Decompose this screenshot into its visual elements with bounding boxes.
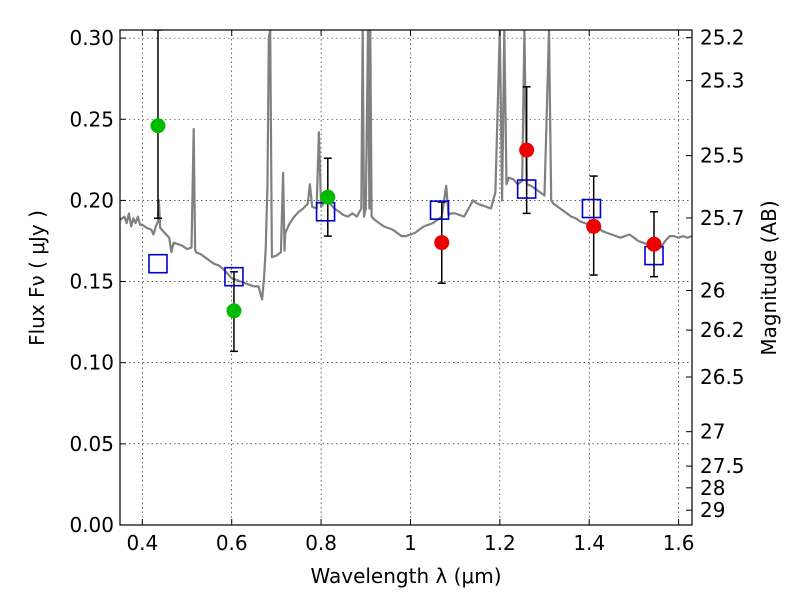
y2-axis-label: Magnitude (AB) <box>757 200 781 355</box>
model-photometry-square <box>581 198 602 219</box>
observed-point <box>586 218 602 234</box>
y2-tick-label: 26.5 <box>700 365 745 389</box>
y2-tick-label: 28 <box>700 476 725 500</box>
observed-point <box>320 189 336 205</box>
y-tick-label: 0.05 <box>69 432 114 456</box>
y2-tick-label: 29 <box>700 498 725 522</box>
y-tick-label: 0.25 <box>69 107 114 131</box>
ticks-layer: 0.4 0.6 0.8 1 1.2 1.4 1.6 0.00 0.05 0.10 0.15 0.20 0… <box>69 26 744 555</box>
y-tick-label: 0.30 <box>69 26 114 50</box>
y2-tick-label: 27.5 <box>700 454 745 478</box>
observed-point <box>434 235 450 251</box>
y-tick-label: 0.20 <box>69 188 114 212</box>
y-tick-label: 0.00 <box>69 513 114 537</box>
x-tick-label: 1.4 <box>573 531 605 555</box>
observed-point <box>226 303 242 319</box>
y2-tick-label: 25.2 <box>700 26 745 50</box>
y-tick-label: 0.10 <box>69 351 114 375</box>
model-photometry-square <box>429 200 450 220</box>
x-tick-label: 1.6 <box>663 531 695 555</box>
x-tick-label: 0.4 <box>126 531 158 555</box>
x-tick-label: 0.6 <box>216 531 248 555</box>
y2-tick-label: 27 <box>700 420 725 444</box>
model-photometry-square <box>516 179 537 199</box>
y-tick-label: 0.15 <box>69 270 114 294</box>
observed-point <box>519 142 535 158</box>
y-axis-label: Flux Fν ( μJy ) <box>25 210 49 346</box>
y2-tick-label: 25.3 <box>700 69 745 93</box>
marker-layer <box>148 118 664 319</box>
model-photometry-square <box>148 253 168 274</box>
y2-tick-label: 26 <box>700 278 725 302</box>
y2-tick-label: 25.7 <box>700 206 745 230</box>
x-tick-label: 1 <box>404 531 417 555</box>
x-tick-label: 1.2 <box>484 531 516 555</box>
model-photometry-square <box>224 266 244 287</box>
observed-point <box>646 236 662 252</box>
y2-tick-label: 26.2 <box>700 318 745 342</box>
spectrum-layer <box>120 30 692 301</box>
model-spectrum-line <box>120 30 692 301</box>
plot-background <box>120 30 692 525</box>
plot-frame <box>119 29 693 526</box>
x-axis-label: Wavelength λ (μm) <box>310 564 501 588</box>
x-tick-label: 0.8 <box>305 531 337 555</box>
y2-tick-label: 25.5 <box>700 144 745 168</box>
observed-point <box>150 118 166 134</box>
